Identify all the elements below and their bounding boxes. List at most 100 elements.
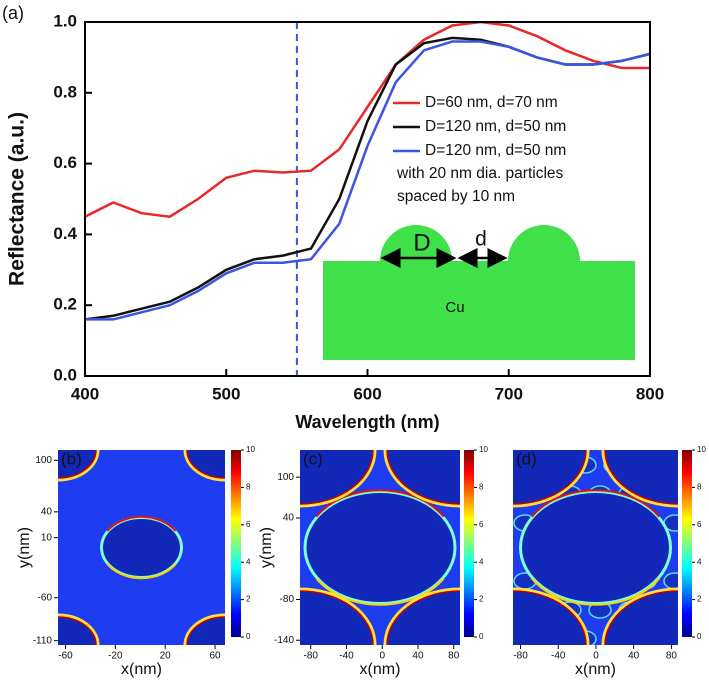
field-particle xyxy=(303,490,457,605)
y-tick-label: 40 xyxy=(41,506,53,517)
y-tick-label: -140 xyxy=(274,635,294,646)
plot-frame xyxy=(84,21,651,377)
x-tick-label: 80 xyxy=(448,651,460,662)
inset-label: D xyxy=(413,229,430,256)
y-tick-label: -80 xyxy=(280,594,295,605)
field-particle xyxy=(300,450,377,508)
field-image xyxy=(300,450,460,645)
inset-particle xyxy=(508,225,580,261)
annotation: spaced by 10 nm xyxy=(397,188,515,205)
x-tick-label: 40 xyxy=(412,651,424,662)
colorbar xyxy=(464,450,474,637)
x-tick-label: -20 xyxy=(108,651,123,662)
y-tick-label: 10 xyxy=(41,532,53,543)
colorbar xyxy=(682,450,692,637)
colorbar-tick-label: 8 xyxy=(479,483,484,492)
colorbar-tick-label: 0 xyxy=(479,632,484,641)
y-axis-label: Reflectance (a.u.) xyxy=(6,112,29,286)
field-particle xyxy=(58,613,100,645)
colorbar-tick-label: 8 xyxy=(697,483,702,492)
x-tick-label: 500 xyxy=(212,384,240,403)
colorbar-tick-label: 2 xyxy=(246,595,251,604)
x-tick-label: 400 xyxy=(71,384,99,403)
field-particle xyxy=(601,450,678,508)
field-particle xyxy=(383,450,460,508)
colorbar-tick-label: 0 xyxy=(697,632,702,641)
x-tick-label: 800 xyxy=(636,384,664,403)
x-tick-label: -60 xyxy=(58,651,73,662)
panel-label: (d) xyxy=(516,449,537,468)
inset-label: Cu xyxy=(445,299,464,316)
x-tick-label: 40 xyxy=(628,651,640,662)
field-particle xyxy=(383,587,460,645)
y-tick-label: -110 xyxy=(33,635,53,646)
x-axis-label: Wavelength (nm) xyxy=(295,412,439,432)
field-hotspot xyxy=(315,577,445,606)
colorbar-tick-label: 6 xyxy=(697,520,702,529)
colorbar-tick-label: 6 xyxy=(246,520,251,529)
field-hotspot xyxy=(530,577,661,606)
y-tick-label: 0.6 xyxy=(53,153,77,172)
y-tick-label: 100 xyxy=(35,455,52,466)
colorbar-tick-label: 10 xyxy=(246,445,255,454)
x-tick-label: -40 xyxy=(551,651,566,662)
colorbar-tick-label: 10 xyxy=(697,445,706,454)
field-particle xyxy=(183,613,225,645)
x-axis-label: x(nm) xyxy=(360,661,401,678)
field-particle xyxy=(513,450,590,508)
field-particle xyxy=(513,587,590,645)
y-tick-label: 1.0 xyxy=(53,11,77,30)
x-tick-label: 700 xyxy=(495,384,523,403)
colorbar-tick-label: 8 xyxy=(246,483,251,492)
panel-label: (a) xyxy=(2,3,24,23)
annotation: with 20 nm dia. particles xyxy=(396,165,564,182)
y-axis-label: y(nm) xyxy=(16,527,33,568)
field-particle xyxy=(58,450,100,482)
panel-label: (c) xyxy=(303,449,323,468)
legend-label: D=120 nm, d=50 nm xyxy=(425,142,566,159)
inset-label: d xyxy=(475,228,487,251)
field-hotspot xyxy=(106,515,177,532)
inset-substrate xyxy=(323,261,635,360)
field-hotspot xyxy=(106,563,177,580)
series-line xyxy=(85,22,650,218)
colorbar-tick-label: 0 xyxy=(246,632,251,641)
x-tick-label: 20 xyxy=(160,651,172,662)
colorbar-tick-label: 6 xyxy=(479,520,484,529)
field-hotspot xyxy=(530,489,661,518)
colorbar-tick-label: 4 xyxy=(697,557,702,566)
field-image xyxy=(513,450,678,645)
y-tick-label: 0.4 xyxy=(53,224,77,243)
colorbar-tick-label: 2 xyxy=(697,595,702,604)
colorbar xyxy=(231,450,241,637)
colorbar-tick-label: 4 xyxy=(246,557,251,566)
series-line xyxy=(85,40,650,321)
field-image xyxy=(58,450,225,645)
y-tick-label: 0.8 xyxy=(53,82,77,101)
y-axis-label: y(nm) xyxy=(258,527,275,568)
field-hotspot xyxy=(315,489,445,518)
x-tick-label: -80 xyxy=(303,651,318,662)
panel-label: (b) xyxy=(61,449,82,468)
field-particle xyxy=(183,450,225,482)
colorbar-tick-label: 4 xyxy=(479,557,484,566)
x-tick-label: 0 xyxy=(379,651,385,662)
x-tick-label: 0 xyxy=(593,651,599,662)
x-tick-label: -40 xyxy=(339,651,354,662)
x-tick-label: 80 xyxy=(666,651,678,662)
y-tick-label: 100 xyxy=(277,472,294,483)
x-tick-label: 600 xyxy=(353,384,381,403)
legend-label: D=60 nm, d=70 nm xyxy=(425,94,558,111)
x-tick-label: 60 xyxy=(209,651,221,662)
colorbar-tick-label: 2 xyxy=(479,595,484,604)
y-tick-label: -60 xyxy=(38,592,53,603)
x-axis-label: x(nm) xyxy=(121,661,162,678)
field-particle xyxy=(601,587,678,645)
y-tick-label: 40 xyxy=(283,513,295,524)
field-particle xyxy=(300,587,377,645)
y-tick-label: 0.0 xyxy=(53,365,77,384)
y-tick-label: 0.2 xyxy=(53,295,77,314)
colorbar-tick-label: 10 xyxy=(479,445,488,454)
